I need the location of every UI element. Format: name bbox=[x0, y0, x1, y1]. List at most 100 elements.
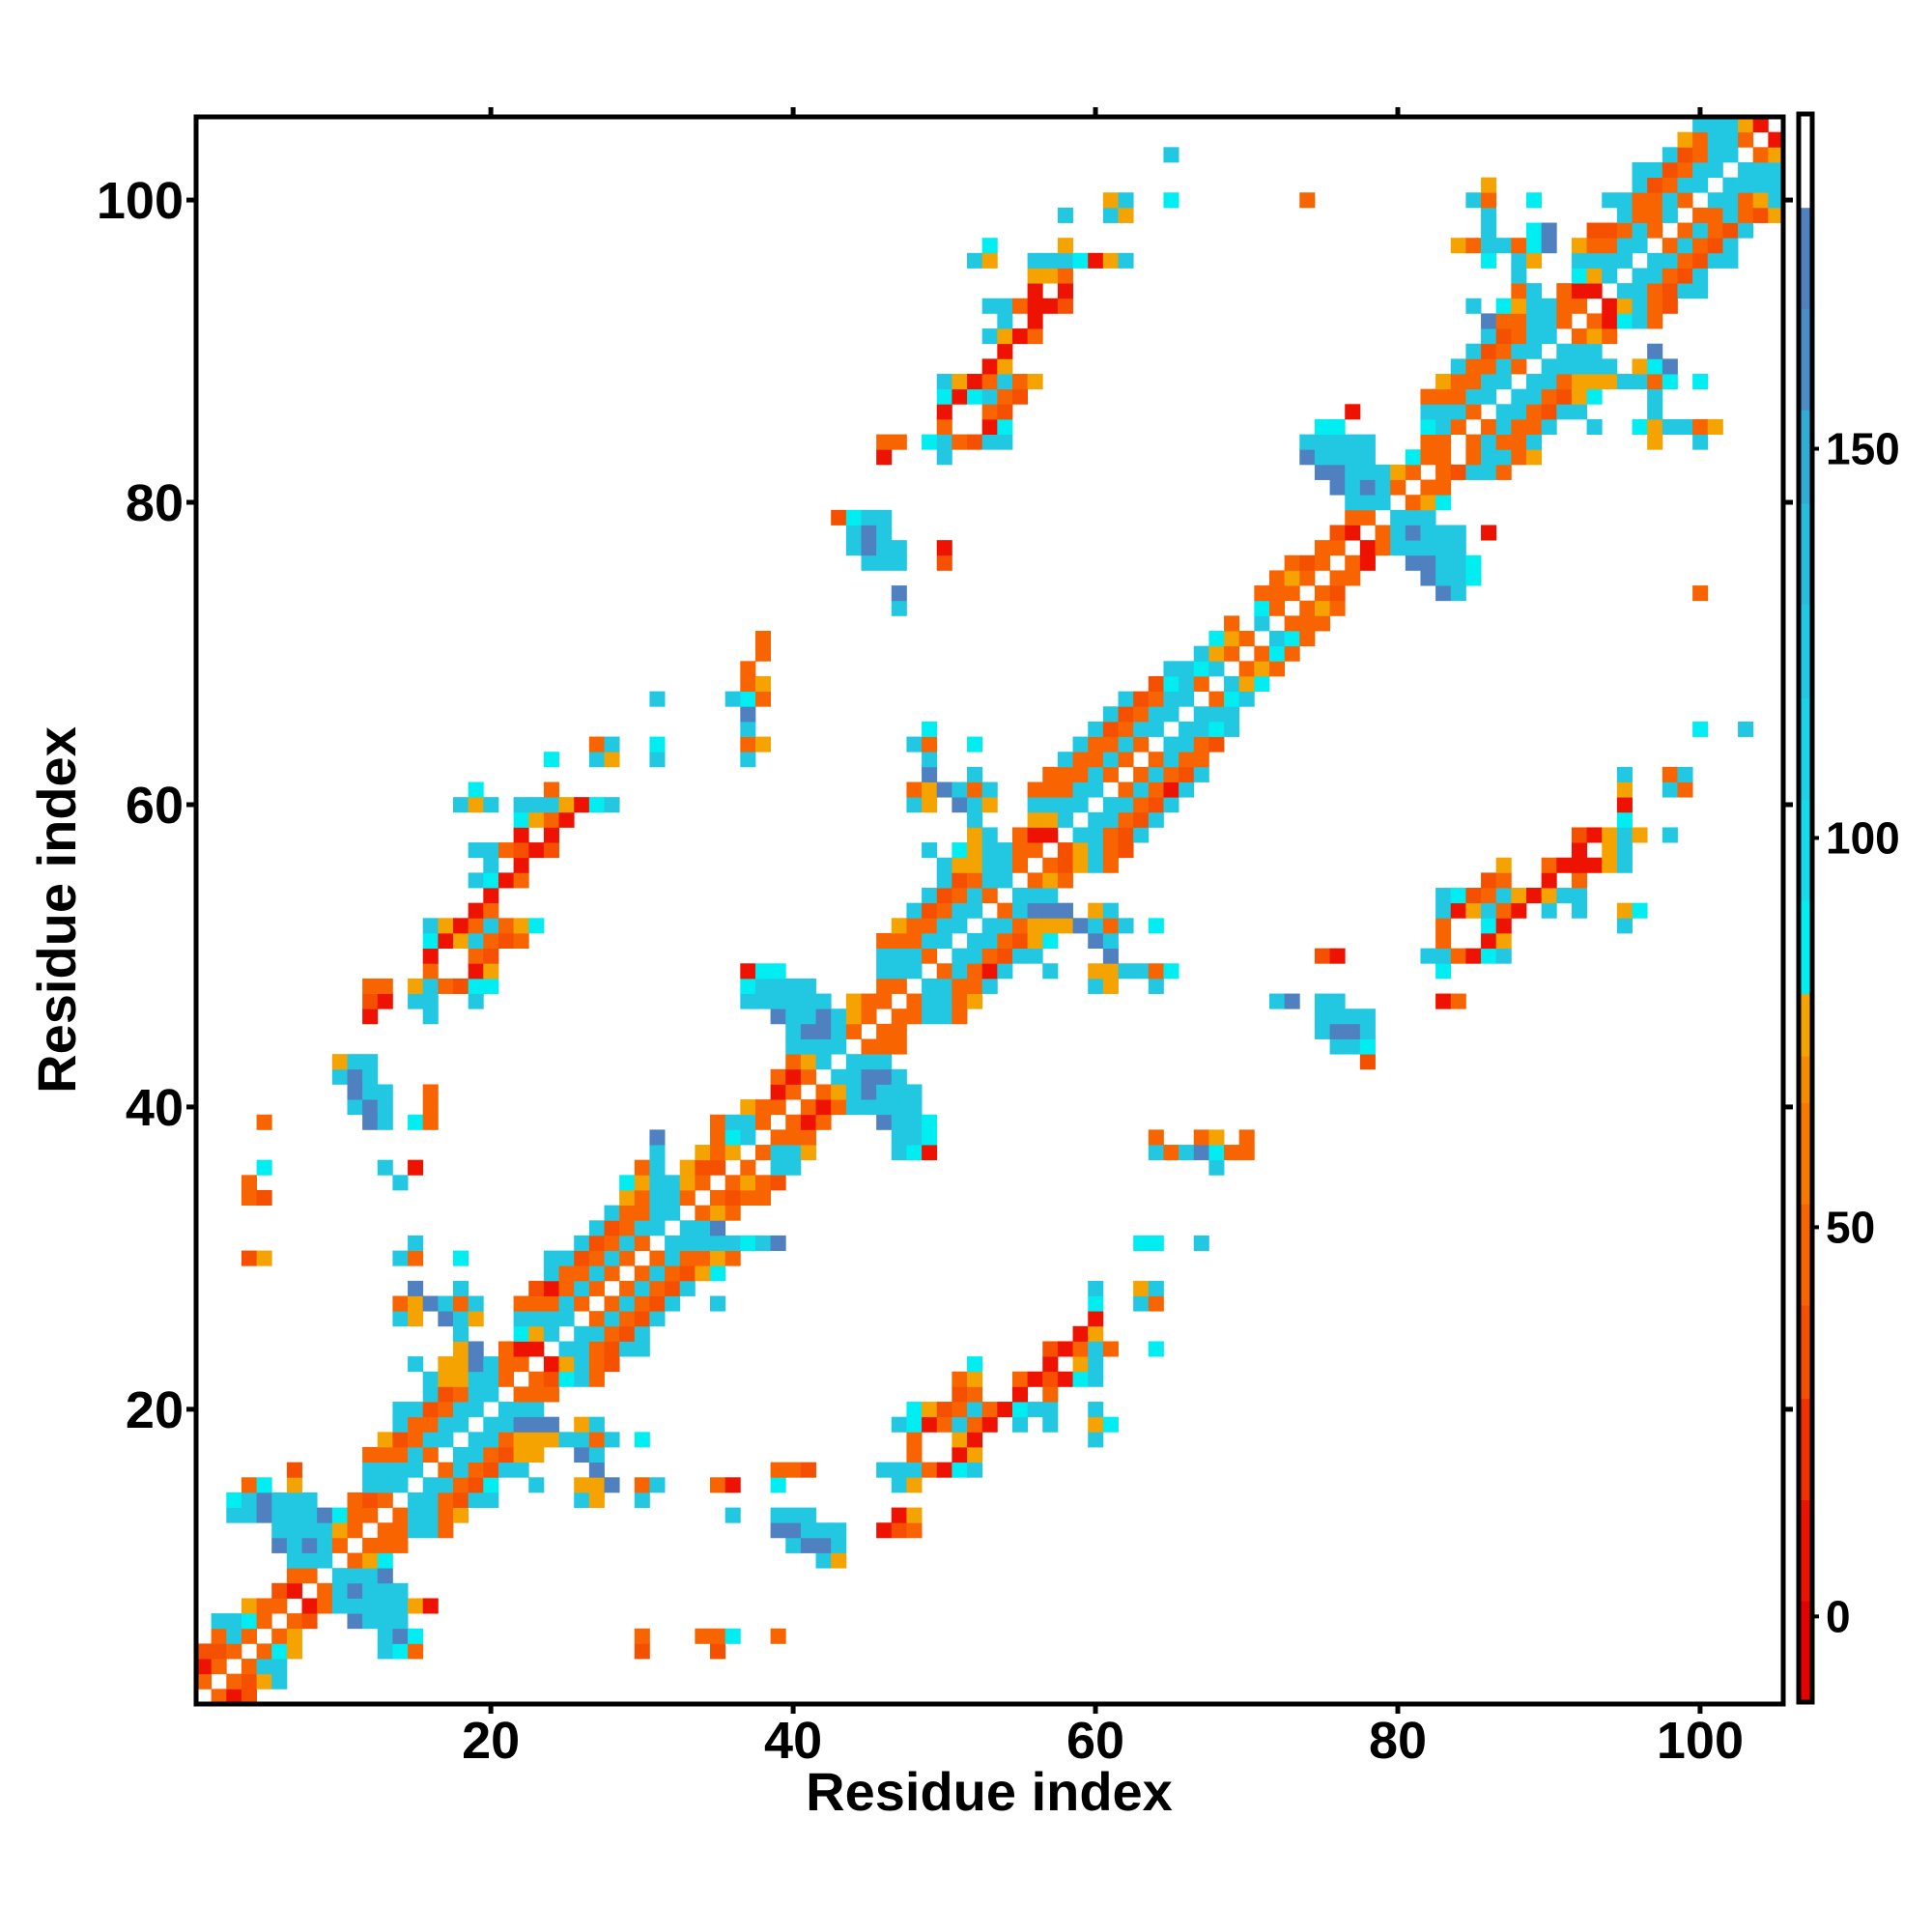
heatmap-cell bbox=[558, 811, 575, 828]
heatmap-cell bbox=[1692, 161, 1709, 178]
heatmap-cell bbox=[1088, 978, 1104, 994]
heatmap-cell bbox=[1450, 540, 1466, 556]
heatmap-cell bbox=[604, 1265, 620, 1282]
heatmap-cell bbox=[1345, 495, 1361, 511]
heatmap-cell bbox=[1118, 811, 1134, 828]
heatmap-cell bbox=[1435, 525, 1452, 541]
heatmap-cell bbox=[634, 1477, 650, 1493]
colorbar-bin bbox=[1799, 1398, 1812, 1500]
heatmap-cell bbox=[1072, 827, 1089, 843]
colorbar-bin bbox=[1799, 1601, 1812, 1703]
heatmap-cell bbox=[1435, 570, 1452, 586]
heatmap-cell bbox=[1011, 1371, 1029, 1387]
heatmap-cell bbox=[271, 1537, 288, 1553]
heatmap-cell bbox=[408, 1295, 424, 1312]
heatmap-cell bbox=[528, 1386, 545, 1403]
heatmap-cell bbox=[800, 1129, 816, 1146]
heatmap-cell bbox=[1057, 252, 1073, 269]
heatmap-cell bbox=[1088, 827, 1104, 843]
heatmap-cell bbox=[1707, 238, 1723, 254]
heatmap-cell bbox=[558, 797, 575, 813]
heatmap-cell bbox=[906, 1145, 923, 1161]
heatmap-cell bbox=[770, 1084, 786, 1100]
heatmap-cell bbox=[1314, 615, 1330, 632]
heatmap-cell bbox=[695, 1159, 711, 1176]
heatmap-cell bbox=[1299, 192, 1316, 209]
heatmap-cell bbox=[1254, 675, 1270, 693]
heatmap-cell bbox=[785, 1084, 802, 1100]
heatmap-cell bbox=[1647, 268, 1663, 284]
heatmap-cell bbox=[241, 1659, 257, 1675]
heatmap-cell bbox=[891, 948, 907, 964]
heatmap-cell bbox=[936, 1462, 952, 1478]
heatmap-cell bbox=[1738, 222, 1754, 239]
heatmap-cell bbox=[438, 1356, 454, 1373]
heatmap-cell bbox=[196, 1659, 213, 1675]
heatmap-cell bbox=[408, 1492, 424, 1508]
heatmap-cell bbox=[649, 1189, 666, 1207]
heatmap-cell bbox=[1556, 358, 1573, 375]
heatmap-cell bbox=[377, 1552, 393, 1569]
heatmap-cell bbox=[845, 509, 862, 526]
heatmap-cell bbox=[695, 1175, 711, 1191]
heatmap-cell bbox=[271, 1492, 288, 1508]
heatmap-cell bbox=[952, 888, 968, 904]
heatmap-cell bbox=[936, 434, 952, 450]
heatmap-cell bbox=[1571, 328, 1587, 345]
heatmap-cell bbox=[483, 1477, 499, 1493]
heatmap-cell bbox=[392, 1416, 409, 1433]
heatmap-cell bbox=[724, 1507, 741, 1523]
heatmap-cell bbox=[241, 1492, 257, 1508]
heatmap-cell bbox=[831, 509, 847, 526]
heatmap-cell bbox=[513, 1402, 529, 1418]
heatmap-cell bbox=[1118, 752, 1134, 768]
heatmap-cell bbox=[1586, 827, 1603, 843]
heatmap-cell bbox=[1495, 434, 1512, 450]
heatmap-cell bbox=[922, 1114, 938, 1130]
heatmap-cell bbox=[362, 1477, 379, 1493]
heatmap-cell bbox=[483, 1462, 499, 1478]
heatmap-cell bbox=[543, 1371, 559, 1387]
heatmap-cell bbox=[1571, 872, 1587, 889]
heatmap-cell bbox=[1042, 888, 1059, 904]
heatmap-cell bbox=[1738, 207, 1754, 223]
heatmap-cell bbox=[528, 1446, 545, 1463]
heatmap-cell bbox=[1148, 721, 1164, 737]
heatmap-cell bbox=[408, 1446, 424, 1463]
heatmap-cell bbox=[754, 1099, 772, 1116]
heatmap-cell bbox=[967, 948, 983, 964]
heatmap-cell bbox=[1299, 631, 1316, 647]
heatmap-cell bbox=[1284, 570, 1300, 586]
x-tick-label: 100 bbox=[1657, 1712, 1744, 1770]
heatmap-cell bbox=[604, 1311, 620, 1327]
heatmap-cell bbox=[649, 752, 666, 768]
heatmap-cell bbox=[634, 1235, 650, 1251]
heatmap-cell bbox=[710, 1295, 726, 1312]
heatmap-cell bbox=[967, 888, 983, 904]
heatmap-cell bbox=[1450, 238, 1466, 254]
heatmap-cell bbox=[1495, 918, 1512, 934]
heatmap-cell bbox=[392, 1598, 409, 1614]
heatmap-cell bbox=[483, 902, 499, 919]
heatmap-cell bbox=[1314, 600, 1330, 616]
heatmap-cell bbox=[331, 1568, 348, 1584]
heatmap-cell bbox=[1571, 888, 1587, 904]
heatmap-cell bbox=[1042, 1416, 1059, 1433]
heatmap-cell bbox=[981, 857, 998, 873]
heatmap-cell bbox=[1525, 388, 1543, 405]
heatmap-cell bbox=[1390, 525, 1406, 541]
heatmap-cell bbox=[936, 888, 952, 904]
heatmap-cell bbox=[1405, 464, 1421, 480]
heatmap-cell bbox=[815, 993, 832, 1009]
heatmap-cell bbox=[952, 948, 968, 964]
heatmap-cell bbox=[1525, 374, 1543, 390]
heatmap-cell bbox=[665, 1265, 681, 1282]
heatmap-cell bbox=[1525, 404, 1543, 420]
heatmap-cell bbox=[1525, 238, 1543, 254]
heatmap-cell bbox=[1299, 600, 1316, 616]
heatmap-cell bbox=[1511, 418, 1527, 435]
heatmap-cell bbox=[513, 1341, 529, 1357]
heatmap-cell bbox=[483, 948, 499, 964]
heatmap-cell bbox=[543, 1295, 559, 1312]
